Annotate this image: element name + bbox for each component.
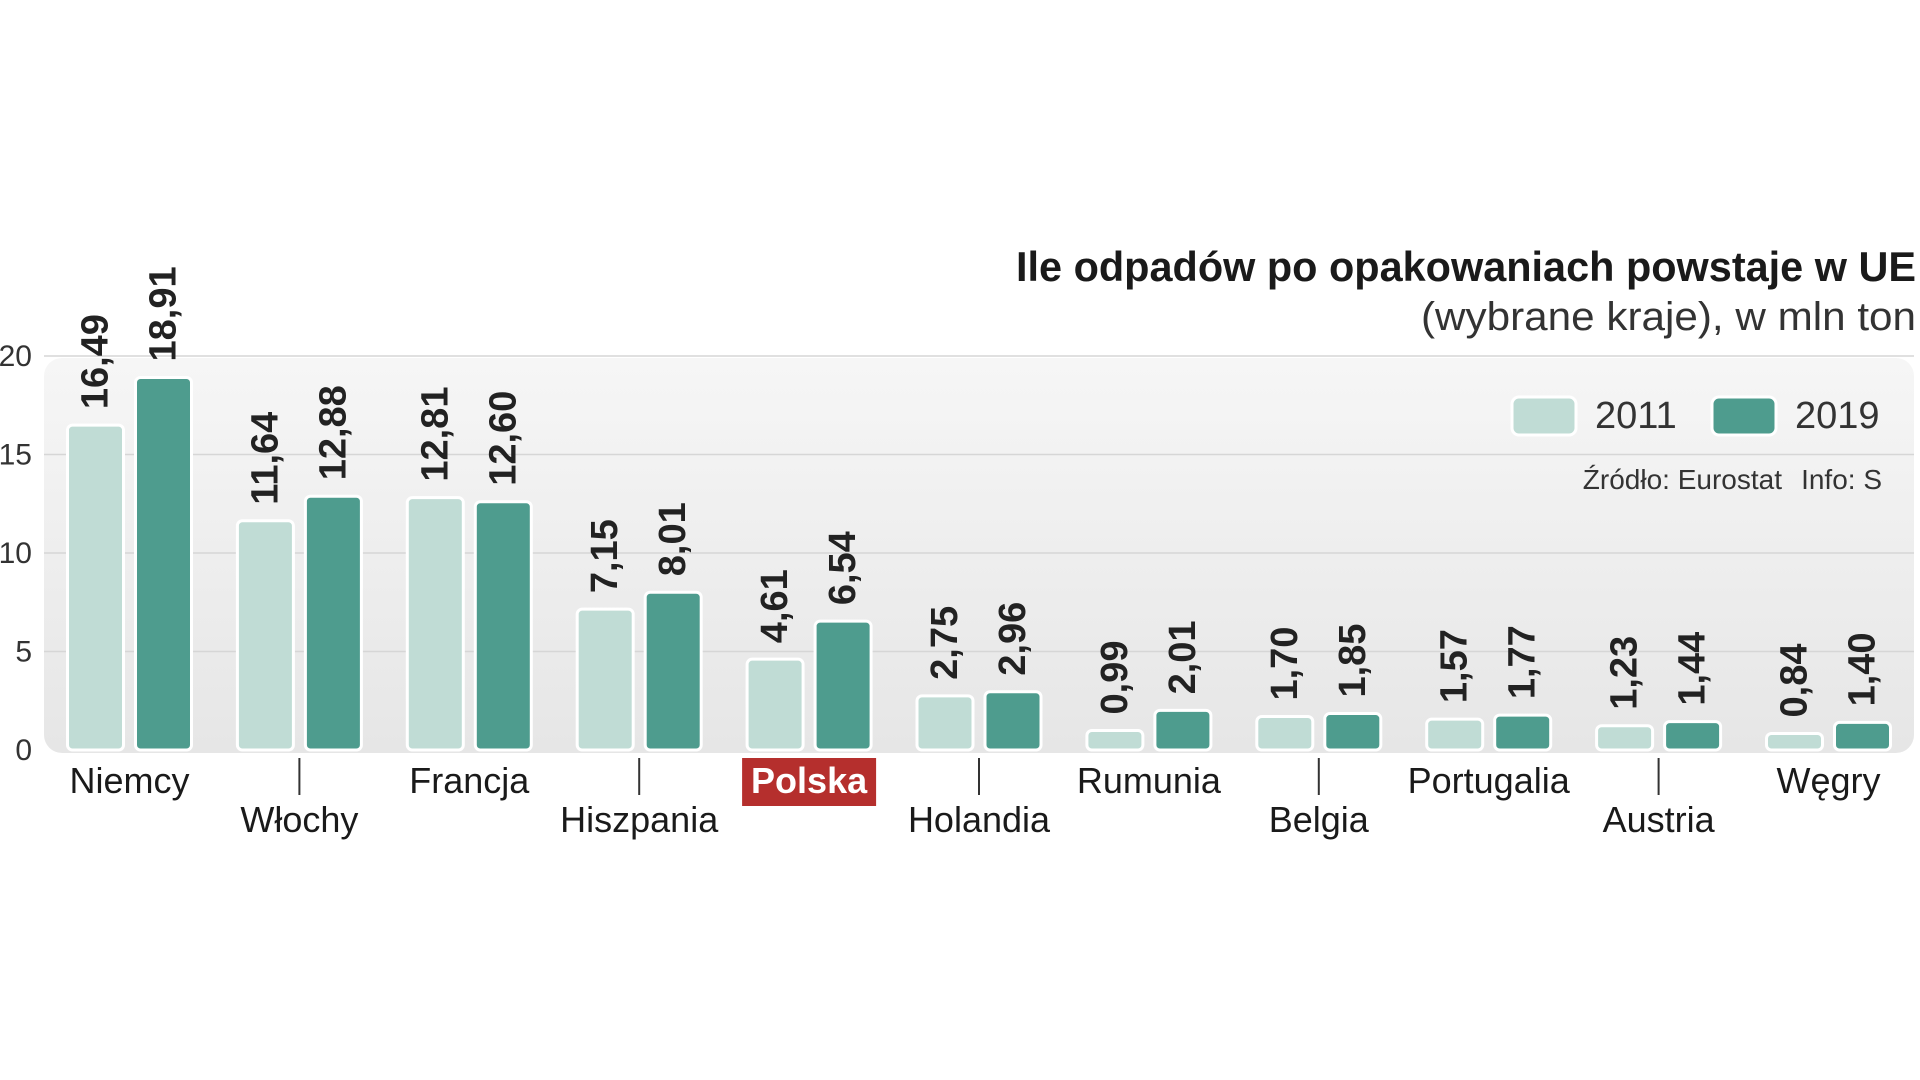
value-label: 1,57 — [1434, 629, 1476, 703]
bar-2011 — [1085, 728, 1145, 752]
bar-2011 — [66, 423, 125, 752]
value-label: 1,44 — [1672, 632, 1714, 706]
y-axis: 0 5 10 15 20 — [0, 340, 32, 767]
legend-swatch-2019 — [1710, 395, 1778, 437]
bar-2011 — [1595, 724, 1655, 752]
bar-2011 — [745, 657, 805, 752]
category-label: Holandia — [908, 799, 1051, 840]
category-label: Rumunia — [1077, 760, 1222, 801]
value-label: 6,54 — [822, 531, 864, 605]
value-label: 1,23 — [1604, 636, 1646, 710]
category-label: Portugalia — [1408, 760, 1571, 801]
bar-2019 — [643, 590, 703, 752]
value-label: 12,81 — [414, 387, 456, 482]
bar-2011 — [405, 496, 465, 752]
category-label: Hiszpania — [560, 799, 719, 840]
value-label: 16,49 — [75, 314, 117, 409]
bar-2019 — [1663, 720, 1723, 752]
bars — [66, 375, 1892, 752]
legend-swatch-2011 — [1510, 395, 1578, 437]
bar-2011 — [915, 694, 975, 752]
highlight-box — [742, 758, 877, 806]
bar-2011 — [575, 607, 635, 752]
value-labels: 16,49 18,91 11,64 12,88 12,81 12,60 7,15 8,01 4,… — [75, 266, 1884, 717]
category-label: Węgry — [1776, 760, 1880, 801]
value-label: 8,01 — [652, 502, 694, 576]
bar-2019 — [983, 690, 1043, 752]
y-tick-label: 20 — [0, 340, 32, 373]
bar-2019 — [134, 375, 193, 752]
value-label: 12,60 — [482, 391, 524, 486]
y-tick-label: 5 — [15, 636, 32, 669]
source-note: Źródło: Eurostat — [1583, 464, 1782, 495]
category-label: Niemcy — [69, 760, 189, 801]
value-label: 2,96 — [992, 602, 1034, 676]
category-label: Austria — [1603, 799, 1716, 840]
value-label: 0,84 — [1774, 643, 1816, 717]
value-label: 12,88 — [312, 385, 354, 480]
category-label: Polska — [751, 760, 868, 801]
value-label: 11,64 — [244, 412, 286, 505]
category-label: Włochy — [240, 799, 358, 840]
x-axis: Niemcy Włochy Francja Hiszpania Polska Holand… — [69, 758, 1881, 840]
bar-2011 — [1255, 715, 1315, 752]
value-label: 7,15 — [584, 519, 626, 593]
value-label: 18,91 — [143, 266, 185, 361]
value-label: 1,40 — [1842, 632, 1884, 706]
bar-2019 — [1153, 708, 1213, 752]
bar-2011 — [1425, 717, 1485, 752]
bar-2019 — [1493, 713, 1553, 752]
bar-2019 — [473, 500, 533, 752]
legend-label-2011: 2011 — [1595, 395, 1677, 437]
legend-label-2019: 2019 — [1795, 395, 1880, 437]
bar-2019 — [813, 619, 873, 752]
bar-2019 — [1833, 720, 1892, 752]
value-label: 1,77 — [1502, 625, 1544, 699]
value-label: 0,99 — [1094, 641, 1136, 715]
category-label: Francja — [409, 760, 530, 801]
bar-2019 — [1323, 712, 1383, 752]
y-tick-label: 0 — [15, 734, 32, 767]
chart-title: Ile odpadów po opakowaniach powstaje w U… — [1016, 243, 1916, 290]
value-label: 2,01 — [1162, 620, 1204, 694]
y-tick-label: 15 — [0, 439, 32, 472]
category-label: Belgia — [1269, 799, 1370, 840]
y-tick-label: 10 — [0, 537, 32, 570]
bar-2011 — [235, 519, 295, 752]
value-label: 1,70 — [1264, 627, 1306, 701]
value-label: 2,75 — [924, 606, 966, 680]
bar-2019 — [303, 494, 363, 752]
value-label: 1,85 — [1332, 624, 1374, 698]
bar-2011 — [1765, 731, 1824, 752]
info-note: Info: S — [1801, 464, 1882, 495]
value-label: 4,61 — [754, 569, 796, 643]
chart-subtitle: (wybrane kraje), w mln ton — [1421, 295, 1916, 339]
legend: 2011 2019 — [1510, 395, 1880, 437]
